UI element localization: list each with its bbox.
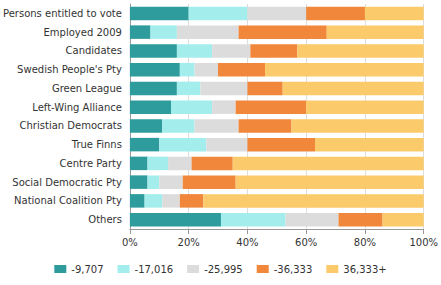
svg-text:-36,333: -36,333 xyxy=(274,264,313,275)
svg-text:National Coalition Pty: National Coalition Pty xyxy=(14,195,122,206)
svg-text:-17,016: -17,016 xyxy=(135,264,174,275)
svg-text:Persons entitled to vote: Persons entitled to vote xyxy=(3,8,122,19)
svg-text:40%: 40% xyxy=(236,237,258,248)
svg-text:True Finns: True Finns xyxy=(71,139,122,150)
svg-text:36,333+: 36,333+ xyxy=(343,264,386,275)
svg-text:0%: 0% xyxy=(122,237,138,248)
svg-text:Social Democratic Pty: Social Democratic Pty xyxy=(12,177,122,188)
svg-text:Christian Democrats: Christian Democrats xyxy=(20,120,122,131)
svg-text:20%: 20% xyxy=(178,237,200,248)
svg-text:Centre Party: Centre Party xyxy=(60,158,122,169)
svg-text:Employed 2009: Employed 2009 xyxy=(44,27,122,38)
svg-text:Candidates: Candidates xyxy=(66,45,122,56)
svg-text:Left-Wing Alliance: Left-Wing Alliance xyxy=(32,102,122,113)
svg-text:60%: 60% xyxy=(295,237,317,248)
svg-text:-9,707: -9,707 xyxy=(71,264,103,275)
svg-text:80%: 80% xyxy=(354,237,376,248)
svg-text:Swedish People's Pty: Swedish People's Pty xyxy=(17,64,122,75)
svg-text:Green League: Green League xyxy=(52,83,122,94)
svg-text:100%: 100% xyxy=(409,237,438,248)
svg-text:-25,995: -25,995 xyxy=(204,264,243,275)
svg-text:Others: Others xyxy=(88,214,122,225)
